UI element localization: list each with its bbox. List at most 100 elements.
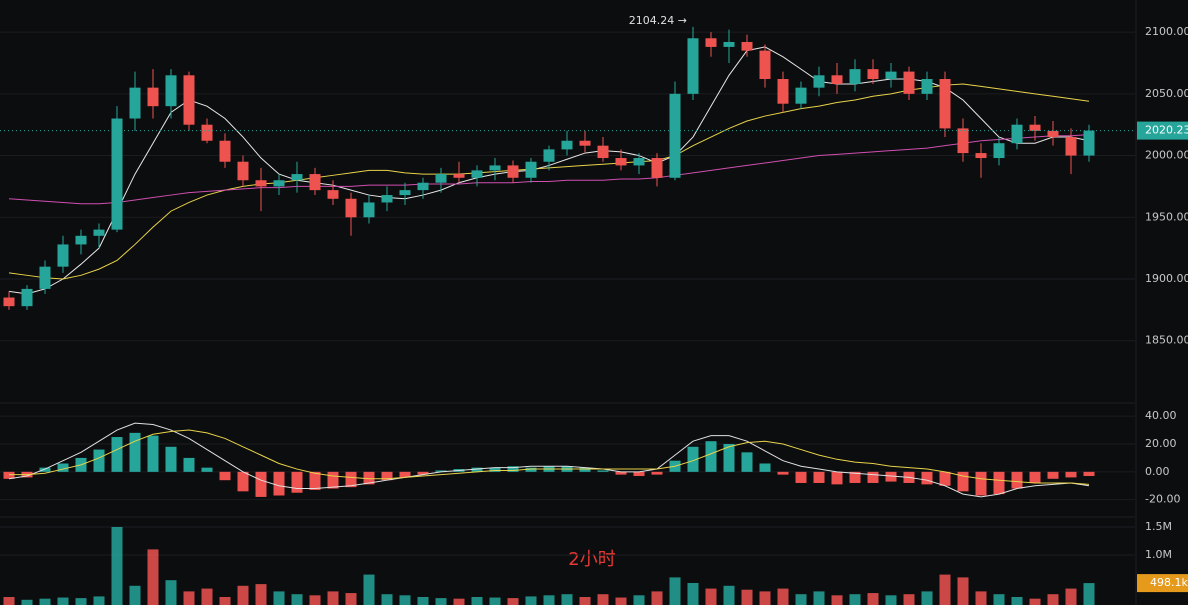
- candle-body: [255, 180, 267, 187]
- macd-bar: [939, 471, 951, 486]
- candle-body: [921, 79, 933, 94]
- candle-body: [885, 71, 897, 80]
- volume-bar: [975, 591, 987, 605]
- volume-bar: [3, 596, 15, 605]
- volume-bar: [201, 588, 213, 605]
- moving-average: [8, 134, 1090, 205]
- y-tick-label: 1.0M: [1145, 548, 1172, 561]
- volume-bar: [939, 574, 951, 605]
- macd-bar: [741, 452, 753, 472]
- volume-bar: [651, 591, 663, 605]
- macd-bar: [507, 466, 519, 472]
- macd-bar: [309, 471, 321, 490]
- macd-bar: [687, 446, 699, 472]
- candle-body: [237, 161, 249, 181]
- candle-body: [597, 145, 609, 159]
- candle-body: [561, 140, 573, 150]
- macd-bar: [633, 471, 645, 477]
- macd-bar: [147, 435, 159, 472]
- macd-bar: [831, 471, 843, 485]
- volume-bar: [93, 596, 105, 605]
- candle-body: [273, 180, 285, 187]
- candle-body: [813, 75, 825, 88]
- candle-body: [903, 71, 915, 94]
- volume-bar: [723, 585, 735, 605]
- volume-bar: [291, 594, 303, 605]
- macd-bar: [957, 471, 969, 492]
- macd-bar: [1047, 471, 1059, 479]
- volume-bar: [903, 594, 915, 605]
- y-tick-label: 1.5M: [1145, 520, 1172, 533]
- volume-bar: [957, 577, 969, 605]
- candle-body: [957, 128, 969, 154]
- volume-bar: [867, 593, 879, 605]
- volume-bar: [633, 595, 645, 605]
- macd-bar: [327, 471, 339, 489]
- volume-bar: [237, 585, 249, 605]
- macd-bar: [93, 449, 105, 472]
- macd-bar: [129, 432, 141, 472]
- macd-bar: [471, 467, 483, 472]
- macd-bar: [579, 467, 591, 472]
- volume-bar: [1047, 594, 1059, 605]
- volume-bar: [1083, 583, 1095, 605]
- candle-body: [201, 124, 213, 141]
- candle-body: [849, 69, 861, 84]
- candle-body: [1011, 124, 1023, 144]
- y-tick-label: 1850.00: [1145, 334, 1188, 347]
- volume-bar: [759, 591, 771, 605]
- candle-body: [39, 266, 51, 289]
- volume-bar: [129, 585, 141, 605]
- candle-body: [183, 75, 195, 125]
- volume-bar: [399, 595, 411, 605]
- volume-bar: [525, 596, 537, 605]
- candle-body: [363, 202, 375, 218]
- macd-bar: [885, 471, 897, 482]
- candle-body: [309, 174, 321, 191]
- volume-bar: [345, 593, 357, 605]
- candle-body: [129, 87, 141, 119]
- volume-bar: [165, 580, 177, 605]
- y-tick-label: -20.00: [1145, 493, 1180, 506]
- volume-bar: [327, 591, 339, 605]
- candle-body: [21, 288, 33, 307]
- macd-bar: [993, 471, 1005, 495]
- y-tick-label: 1950.00: [1145, 210, 1188, 223]
- candle-body: [867, 69, 879, 80]
- volume-bar: [255, 584, 267, 605]
- candle-body: [543, 149, 555, 162]
- volume-bar: [309, 595, 321, 605]
- volume-bar: [183, 591, 195, 605]
- macd-line: [8, 422, 1090, 498]
- macd-bar: [651, 471, 663, 475]
- macd-bar: [165, 446, 177, 472]
- candle-body: [93, 229, 105, 236]
- volume-bar: [615, 597, 627, 605]
- candle-body: [1029, 124, 1041, 131]
- volume-bar: [543, 595, 555, 605]
- volume-bar: [471, 596, 483, 605]
- macd-bar: [759, 463, 771, 472]
- candle-body: [381, 195, 393, 203]
- macd-bar: [489, 467, 501, 472]
- candle-body: [525, 161, 537, 178]
- candle-body: [795, 87, 807, 104]
- macd-bar: [975, 471, 987, 496]
- high-annotation: 2104.24 →: [629, 14, 687, 27]
- candle-body: [417, 182, 429, 191]
- candle-body: [705, 38, 717, 47]
- volume-bar: [795, 594, 807, 605]
- macd-bar: [705, 441, 717, 472]
- macd-bar: [867, 471, 879, 483]
- macd-bar: [435, 470, 447, 472]
- candle-body: [327, 190, 339, 199]
- macd-bar: [921, 471, 933, 485]
- candle-body: [453, 174, 465, 178]
- candle-body: [687, 38, 699, 94]
- volume-bar: [741, 589, 753, 605]
- macd-bar: [201, 467, 213, 472]
- y-tick-label: 40.00: [1145, 409, 1177, 422]
- macd-bar: [255, 471, 267, 497]
- macd-bar: [183, 457, 195, 472]
